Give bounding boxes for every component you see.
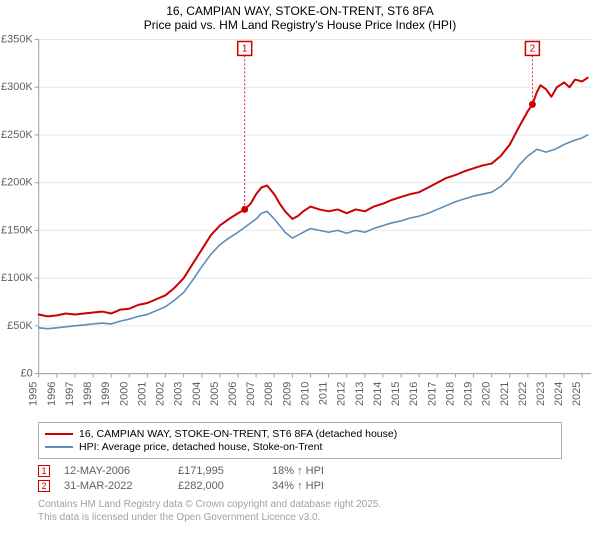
svg-text:1999: 1999	[100, 382, 112, 406]
data-row-marker: 2	[38, 480, 50, 492]
svg-text:2015: 2015	[390, 382, 402, 406]
svg-text:2025: 2025	[571, 382, 583, 406]
svg-text:2000: 2000	[118, 382, 130, 406]
svg-text:2008: 2008	[263, 382, 275, 406]
data-row-delta: 18% ↑ HPI	[272, 465, 324, 477]
svg-text:2020: 2020	[481, 382, 493, 406]
footer-line2: This data is licensed under the Open Gov…	[38, 511, 562, 524]
data-row-marker: 1	[38, 465, 50, 477]
data-row: 2 31-MAR-2022 £282,000 34% ↑ HPI	[38, 480, 562, 492]
data-row-price: £282,000	[178, 480, 258, 492]
legend: 16, CAMPIAN WAY, STOKE-ON-TRENT, ST6 8FA…	[38, 422, 562, 459]
data-row-date: 12-MAY-2006	[64, 465, 164, 477]
data-row-delta: 34% ↑ HPI	[272, 480, 324, 492]
title-line2: Price paid vs. HM Land Registry's House …	[0, 18, 600, 32]
legend-swatch	[45, 446, 73, 448]
svg-text:2017: 2017	[426, 382, 438, 406]
svg-text:£350K: £350K	[1, 33, 33, 45]
svg-text:2014: 2014	[372, 382, 384, 406]
svg-text:2: 2	[530, 44, 536, 55]
legend-label: HPI: Average price, detached house, Stok…	[79, 441, 322, 453]
svg-text:£100K: £100K	[1, 272, 33, 284]
legend-label: 16, CAMPIAN WAY, STOKE-ON-TRENT, ST6 8FA…	[79, 428, 397, 440]
series-hpi	[39, 135, 588, 329]
svg-text:£0: £0	[21, 368, 33, 380]
svg-text:2003: 2003	[173, 382, 185, 406]
svg-text:2010: 2010	[299, 382, 311, 406]
svg-text:1996: 1996	[46, 382, 58, 406]
svg-text:£250K: £250K	[1, 129, 33, 141]
svg-text:2019: 2019	[463, 382, 475, 406]
data-row: 1 12-MAY-2006 £171,995 18% ↑ HPI	[38, 465, 562, 477]
svg-text:£50K: £50K	[7, 320, 33, 332]
legend-item: 16, CAMPIAN WAY, STOKE-ON-TRENT, ST6 8FA…	[45, 428, 555, 440]
data-row-price: £171,995	[178, 465, 258, 477]
svg-text:2016: 2016	[408, 382, 420, 406]
marker-dot-2	[529, 101, 536, 108]
svg-text:2012: 2012	[336, 382, 348, 406]
chart-container: 16, CAMPIAN WAY, STOKE-ON-TRENT, ST6 8FA…	[0, 0, 600, 560]
svg-text:2006: 2006	[227, 382, 239, 406]
footer-line1: Contains HM Land Registry data © Crown c…	[38, 498, 562, 511]
svg-text:2007: 2007	[245, 382, 257, 406]
svg-text:2021: 2021	[499, 382, 511, 406]
title-line1: 16, CAMPIAN WAY, STOKE-ON-TRENT, ST6 8FA	[0, 4, 600, 18]
svg-text:2013: 2013	[354, 382, 366, 406]
legend-swatch	[45, 433, 73, 435]
data-row-date: 31-MAR-2022	[64, 480, 164, 492]
svg-text:2001: 2001	[136, 382, 148, 406]
svg-text:1997: 1997	[64, 382, 76, 406]
line-chart: £0£50K£100K£150K£200K£250K£300K£350K1995…	[38, 34, 592, 416]
svg-text:£300K: £300K	[1, 81, 33, 93]
legend-item: HPI: Average price, detached house, Stok…	[45, 441, 555, 453]
svg-text:2002: 2002	[155, 382, 167, 406]
svg-text:2004: 2004	[191, 382, 203, 406]
footer: Contains HM Land Registry data © Crown c…	[38, 498, 562, 524]
svg-text:1: 1	[242, 44, 248, 55]
svg-text:2009: 2009	[281, 382, 293, 406]
data-table: 1 12-MAY-2006 £171,995 18% ↑ HPI 2 31-MAR-202…	[38, 465, 562, 492]
svg-text:£150K: £150K	[1, 224, 33, 236]
svg-text:1995: 1995	[28, 382, 40, 406]
svg-text:2024: 2024	[553, 382, 565, 406]
svg-text:2023: 2023	[535, 382, 547, 406]
svg-text:2018: 2018	[444, 382, 456, 406]
marker-dot-1	[241, 206, 248, 213]
title-block: 16, CAMPIAN WAY, STOKE-ON-TRENT, ST6 8FA…	[0, 0, 600, 34]
svg-text:2011: 2011	[318, 382, 330, 406]
chart-area: £0£50K£100K£150K£200K£250K£300K£350K1995…	[38, 34, 592, 416]
series-price_paid	[39, 78, 588, 317]
svg-text:1998: 1998	[82, 382, 94, 406]
svg-text:2022: 2022	[517, 382, 529, 406]
svg-text:£200K: £200K	[1, 177, 33, 189]
svg-text:2005: 2005	[209, 382, 221, 406]
